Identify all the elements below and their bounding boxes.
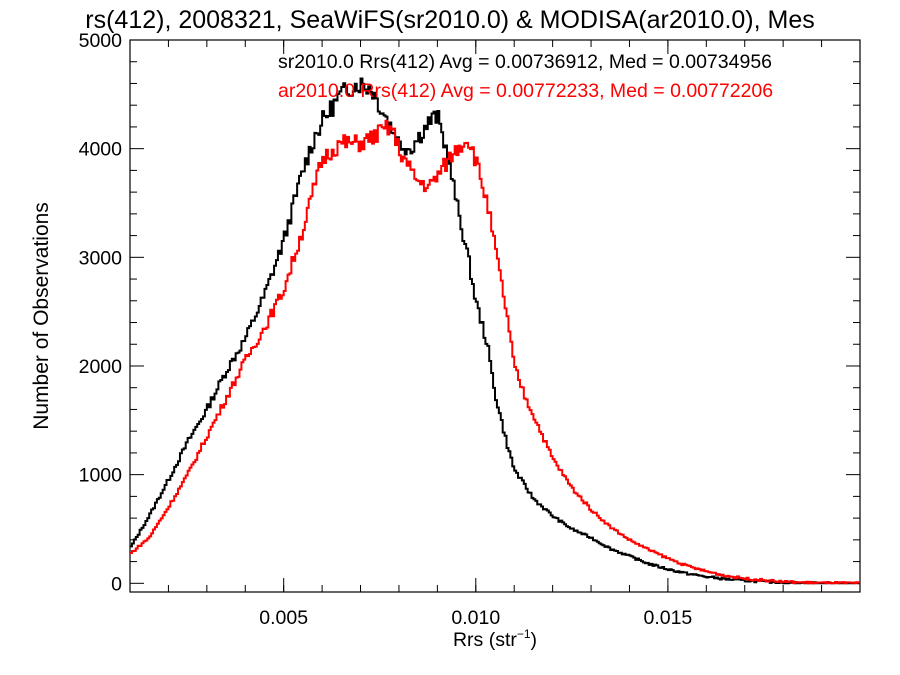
y-tick-label: 0 xyxy=(111,573,122,595)
x-tick-label: 0.005 xyxy=(259,607,308,629)
series-group xyxy=(130,77,860,585)
y-tick-label: 3000 xyxy=(79,247,123,269)
x-axis-label-end: ) xyxy=(531,629,538,651)
y-tick-label: 1000 xyxy=(79,465,123,487)
chart-title: rs(412), 2008321, SeaWiFS(sr2010.0) & MO… xyxy=(85,6,814,34)
y-axis-ticks: 0 1000 2000 3000 4000 5000 xyxy=(79,30,860,595)
annotation-sr2010: sr2010.0 Rrs(412) Avg = 0.00736912, Med … xyxy=(278,51,772,73)
y-axis-label: Number of Observations xyxy=(30,202,53,430)
series-line-0 xyxy=(130,77,860,585)
x-tick-label: 0.010 xyxy=(451,607,500,629)
plot-frame xyxy=(129,39,861,593)
x-tick-label: 0.015 xyxy=(643,607,692,629)
x-axis-label-base: Rrs (str xyxy=(453,629,517,651)
x-axis-label: Rrs (str−1) xyxy=(453,627,537,651)
y-tick-label: 5000 xyxy=(79,30,123,52)
y-tick-label: 2000 xyxy=(79,356,123,378)
series-line-1 xyxy=(130,119,860,585)
annotation-ar2010: ar2010.0 Rrs(412) Avg = 0.00772233, Med … xyxy=(278,80,773,102)
x-axis-label-sup: −1 xyxy=(517,627,531,641)
minor-ticks xyxy=(130,40,860,592)
y-tick-label: 4000 xyxy=(79,139,123,161)
